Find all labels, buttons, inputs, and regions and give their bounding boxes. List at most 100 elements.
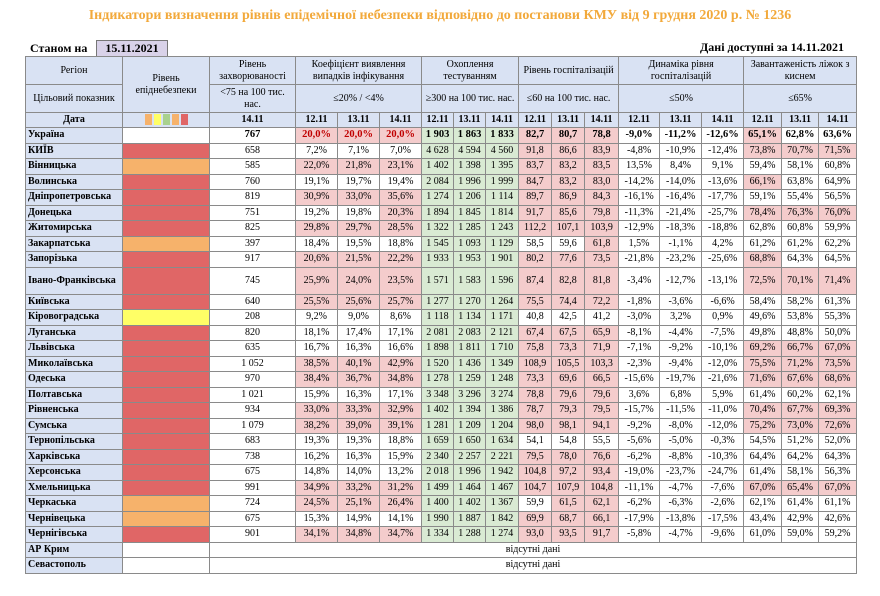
level-cell: [122, 142, 210, 159]
detect-cell: 7,2%: [295, 142, 338, 159]
hosp-dyn-cell: -18,8%: [701, 220, 745, 237]
incidence-cell: 917: [209, 251, 296, 268]
testing-cell: 2 084: [421, 173, 455, 190]
testing-cell: 1 400: [421, 495, 455, 512]
hosp-cell: 58,5: [518, 235, 553, 252]
hosp-cell: 82,8: [551, 266, 586, 295]
beds-cell: 54,5%: [743, 433, 783, 450]
target-hosp: ≤60 на 100 тис. нас.: [518, 84, 620, 113]
beds-cell: 50,0%: [818, 324, 858, 341]
hosp-dyn-cell: -7,1%: [618, 340, 661, 357]
hosp-cell: 80,2: [518, 251, 553, 268]
hosp-cell: 66,1: [584, 510, 620, 527]
testing-cell: 1 583: [453, 266, 487, 295]
hosp-dyn-cell: -0,3%: [701, 433, 745, 450]
detect-cell: 17,1%: [378, 324, 423, 341]
incidence-cell: 819: [209, 189, 296, 206]
beds-cell: 58,4%: [743, 293, 783, 310]
date-col: 13.11: [337, 112, 380, 128]
level-cell: [122, 557, 210, 574]
hosp-cell: 103,9: [584, 220, 620, 237]
detect-cell: 34,8%: [378, 371, 423, 388]
hosp-dyn-cell: -7,5%: [701, 324, 745, 341]
detect-cell: 25,7%: [378, 293, 423, 310]
hosp-dyn-cell: -4,8%: [618, 142, 661, 159]
hosp-dyn-cell: -12,0%: [701, 417, 745, 434]
beds-cell: 61,1%: [818, 495, 858, 512]
level-cell: [122, 464, 210, 481]
target-detect: ≤20% / <4%: [294, 84, 423, 113]
hosp-cell: 107,9: [551, 479, 586, 496]
testing-cell: 1 398: [453, 158, 487, 175]
detect-cell: 23,5%: [378, 266, 423, 295]
hosp-cell: 79,8: [584, 204, 620, 221]
detect-cell: 20,6%: [295, 251, 338, 268]
detect-cell: 38,2%: [295, 417, 338, 434]
testing-cell: 1 278: [421, 371, 455, 388]
table-row: Тернопільська 683 19,3% 19,3% 18,8% 1 659 1 65…: [25, 433, 858, 450]
detect-cell: 39,0%: [337, 417, 380, 434]
level-cell: [122, 251, 210, 268]
hosp-dyn-cell: -3,0%: [618, 309, 661, 326]
hosp-cell: 79,5: [584, 402, 620, 419]
header-hosp-dyn: Динаміка рівня госпіталізацій: [618, 56, 745, 85]
hosp-dyn-cell: 8,4%: [659, 158, 703, 175]
beds-cell: 67,0%: [743, 479, 783, 496]
hosp-cell: 104,7: [518, 479, 553, 496]
hosp-cell: 78,0: [551, 448, 586, 465]
target-hosp-dyn: ≤50%: [618, 84, 745, 113]
beds-cell: 73,5%: [818, 355, 858, 372]
hosp-cell: 67,5: [551, 324, 586, 341]
detect-cell: 16,3%: [337, 448, 380, 465]
incidence-cell: 991: [209, 479, 296, 496]
testing-cell: 1 206: [453, 189, 487, 206]
hosp-cell: 41,2: [584, 309, 620, 326]
detect-cell: 20,0%: [295, 127, 338, 144]
beds-cell: 49,8%: [743, 324, 783, 341]
hosp-cell: 75,5: [518, 293, 553, 310]
beds-cell: 60,8%: [781, 220, 820, 237]
region-name: Чернігівська: [25, 526, 123, 543]
hosp-dyn-cell: -14,2%: [618, 173, 661, 190]
table-row: Миколаївська 1 052 38,5% 40,1% 42,9% 1 520 1 4…: [25, 355, 858, 372]
table-row: Івано-Франківська 745 25,9% 24,0% 23,5% 1 571…: [25, 266, 858, 295]
table-row: Хмельницька 991 34,9% 33,2% 31,2% 1 499 1 464 1…: [25, 479, 858, 496]
hosp-dyn-cell: -2,3%: [618, 355, 661, 372]
hosp-cell: 71,9: [584, 340, 620, 357]
hosp-dyn-cell: -24,7%: [701, 464, 745, 481]
region-name: Донецька: [25, 204, 123, 221]
target-testing: ≥300 на 100 тис. нас.: [421, 84, 520, 113]
testing-cell: 1 171: [485, 309, 520, 326]
testing-cell: 1 863: [453, 127, 487, 144]
beds-cell: 53,8%: [781, 309, 820, 326]
testing-cell: 1 650: [453, 433, 487, 450]
testing-cell: 1 134: [453, 309, 487, 326]
testing-cell: 2 121: [485, 324, 520, 341]
detect-cell: 18,4%: [295, 235, 338, 252]
beds-cell: 55,4%: [781, 189, 820, 206]
beds-cell: 68,6%: [818, 371, 858, 388]
detect-cell: 35,6%: [378, 189, 423, 206]
testing-cell: 1 277: [421, 293, 455, 310]
region-name: Дніпропетровська: [25, 189, 123, 206]
date-col: 12.11: [421, 112, 455, 128]
testing-cell: 1 129: [485, 235, 520, 252]
region-name: Івано-Франківська: [25, 266, 123, 295]
detect-cell: 28,5%: [378, 220, 423, 237]
header-level: Рівень епіднебезпеки: [122, 56, 210, 113]
hosp-cell: 91,8: [518, 142, 553, 159]
testing-cell: 1 270: [453, 293, 487, 310]
hosp-dyn-cell: -8,8%: [659, 448, 703, 465]
hosp-cell: 69,6: [551, 371, 586, 388]
beds-cell: 56,3%: [818, 464, 858, 481]
beds-cell: 64,2%: [781, 448, 820, 465]
hosp-dyn-cell: -5,8%: [618, 526, 661, 543]
table-row: Дніпропетровська 819 30,9% 33,0% 35,6% 1 274 1…: [25, 189, 858, 206]
beds-cell: 72,6%: [818, 417, 858, 434]
testing-cell: 1 402: [421, 158, 455, 175]
detect-cell: 18,8%: [378, 235, 423, 252]
beds-cell: 58,2%: [781, 293, 820, 310]
beds-cell: 71,6%: [743, 371, 783, 388]
hosp-dyn-cell: -14,0%: [659, 173, 703, 190]
hosp-dyn-cell: -7,6%: [701, 479, 745, 496]
